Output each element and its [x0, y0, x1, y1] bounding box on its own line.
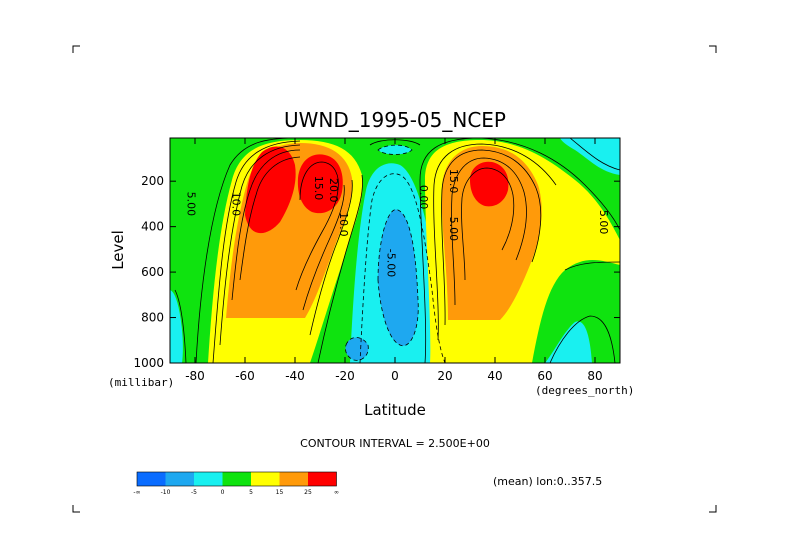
easterly-surface-core: [345, 337, 369, 361]
x-tick-label: 80: [587, 369, 602, 383]
x-tick-label: 40: [487, 369, 502, 383]
easterly-core: [378, 209, 419, 346]
colorbar: -∞ -10 -5 0 5 15 25 ∞: [133, 471, 339, 496]
equatorial-upper-easterly: [378, 145, 412, 155]
x-tick-label: 0: [391, 369, 399, 383]
contour-line-nh-2: [433, 143, 557, 341]
contour-line-sh-2: [212, 140, 301, 363]
x-axis-ticks: -80 -60 -40 -20 0 20 40 60 80: [185, 138, 603, 383]
x-tick-label: -40: [285, 369, 305, 383]
y-tick-label: 200: [141, 174, 164, 188]
sh-jet-25-a: [245, 146, 296, 234]
y-tick-label: 1000: [133, 356, 164, 370]
colorbar-level-label: 25: [304, 489, 312, 496]
corner-marks: [72, 45, 717, 513]
nh-high-lat-surface-easterly: [545, 321, 592, 363]
contour-line-sh-4: [231, 149, 301, 301]
contour-line-nh-3: [441, 149, 542, 326]
colorbar-swatch: [194, 472, 223, 486]
contour-lines: [174, 138, 620, 363]
contour-line-nh-5: [461, 167, 515, 281]
dashed-contour-4: [377, 144, 413, 155]
contour-line-sh-5: [239, 156, 301, 281]
colorbar-level-label: 15: [276, 489, 284, 496]
nh-stratosphere-easterly: [560, 138, 620, 175]
x-axis-label: Latitude: [364, 401, 426, 419]
y-axis-ticks: 200 400 600 800 1000: [133, 174, 620, 370]
y-tick-label: 800: [141, 311, 164, 325]
contour-line-sh-3: [219, 144, 301, 346]
y-tick-label: 400: [141, 220, 164, 234]
x-axis-unit: (degrees_north): [535, 384, 634, 397]
contour-line-sh-7: [309, 179, 353, 336]
y-axis-unit: (millibar): [108, 376, 174, 389]
x-tick-label: -80: [185, 369, 205, 383]
colorbar-swatch: [251, 472, 280, 486]
contour-label: 15.0: [312, 176, 325, 201]
colorbar-swatch: [222, 472, 251, 486]
x-tick-label: 60: [537, 369, 552, 383]
contour-labels: 5.00 10.015.0 20.010.00.00-5.005.0015.05.0…: [185, 169, 611, 277]
sh-jet-25-b: [297, 154, 343, 214]
contour-line-upper-2: [569, 138, 620, 171]
y-axis-label: Level: [109, 230, 127, 270]
colorbar-level-label: 0: [221, 489, 225, 496]
chart-title: UWND_1995-05_NCEP: [284, 108, 506, 132]
contour-line-sh-10: [299, 161, 339, 201]
contour-label: -5.00: [385, 249, 398, 277]
x-tick-label: -20: [335, 369, 355, 383]
x-tick-label: 20: [437, 369, 452, 383]
colorbar-level-label: -∞: [133, 489, 140, 496]
x-tick-label: -60: [235, 369, 255, 383]
negative-contour-lines: [345, 144, 446, 363]
contour-line-nh-6: [564, 261, 620, 271]
contour-line-sh-8: [302, 184, 345, 311]
contour-label: 0.00: [417, 185, 430, 210]
contour-line-nh-7: [549, 315, 616, 363]
contour-line-nh-1: [419, 138, 620, 363]
colorbar-level-label: 5: [249, 489, 253, 496]
contour-label: 10.0: [337, 212, 350, 237]
contour-label: 5.00: [447, 217, 460, 242]
contour-line-polar: [174, 289, 187, 363]
dashed-contour-1: [359, 173, 446, 363]
colorbar-swatch: [165, 472, 194, 486]
colorbar-level-label: -10: [161, 489, 171, 496]
y-tick-label: 600: [141, 265, 164, 279]
colorbar-swatch: [279, 472, 308, 486]
contour-line-sh-9: [295, 187, 339, 291]
contour-interval-note: CONTOUR INTERVAL = 2.500E+00: [300, 437, 490, 450]
contour-line-sh-1: [195, 138, 301, 363]
colorbar-swatch: [137, 472, 166, 486]
contour-field: [170, 138, 620, 363]
colorbar-level-label: ∞: [334, 489, 339, 496]
contour-line-sh-6: [317, 174, 363, 363]
colorbar-swatch: [308, 472, 337, 486]
contour-label: 15.0: [447, 169, 460, 194]
nh-jet-15: [441, 146, 542, 320]
contour-label: 20.0: [327, 178, 340, 203]
subset-note: (mean) lon:0..357.5: [493, 475, 602, 488]
colorbar-frame: [136, 471, 337, 487]
colorbar-level-label: -5: [191, 489, 197, 496]
dashed-contour-2: [377, 209, 419, 347]
contour-line-nh-4: [451, 157, 527, 306]
contour-label: 5.00: [185, 192, 198, 217]
contour-label: 10.0: [230, 192, 243, 217]
contour-label: 5.00: [597, 210, 610, 235]
polar-easterly-region: [170, 290, 183, 363]
nh-jet-25: [470, 161, 509, 207]
